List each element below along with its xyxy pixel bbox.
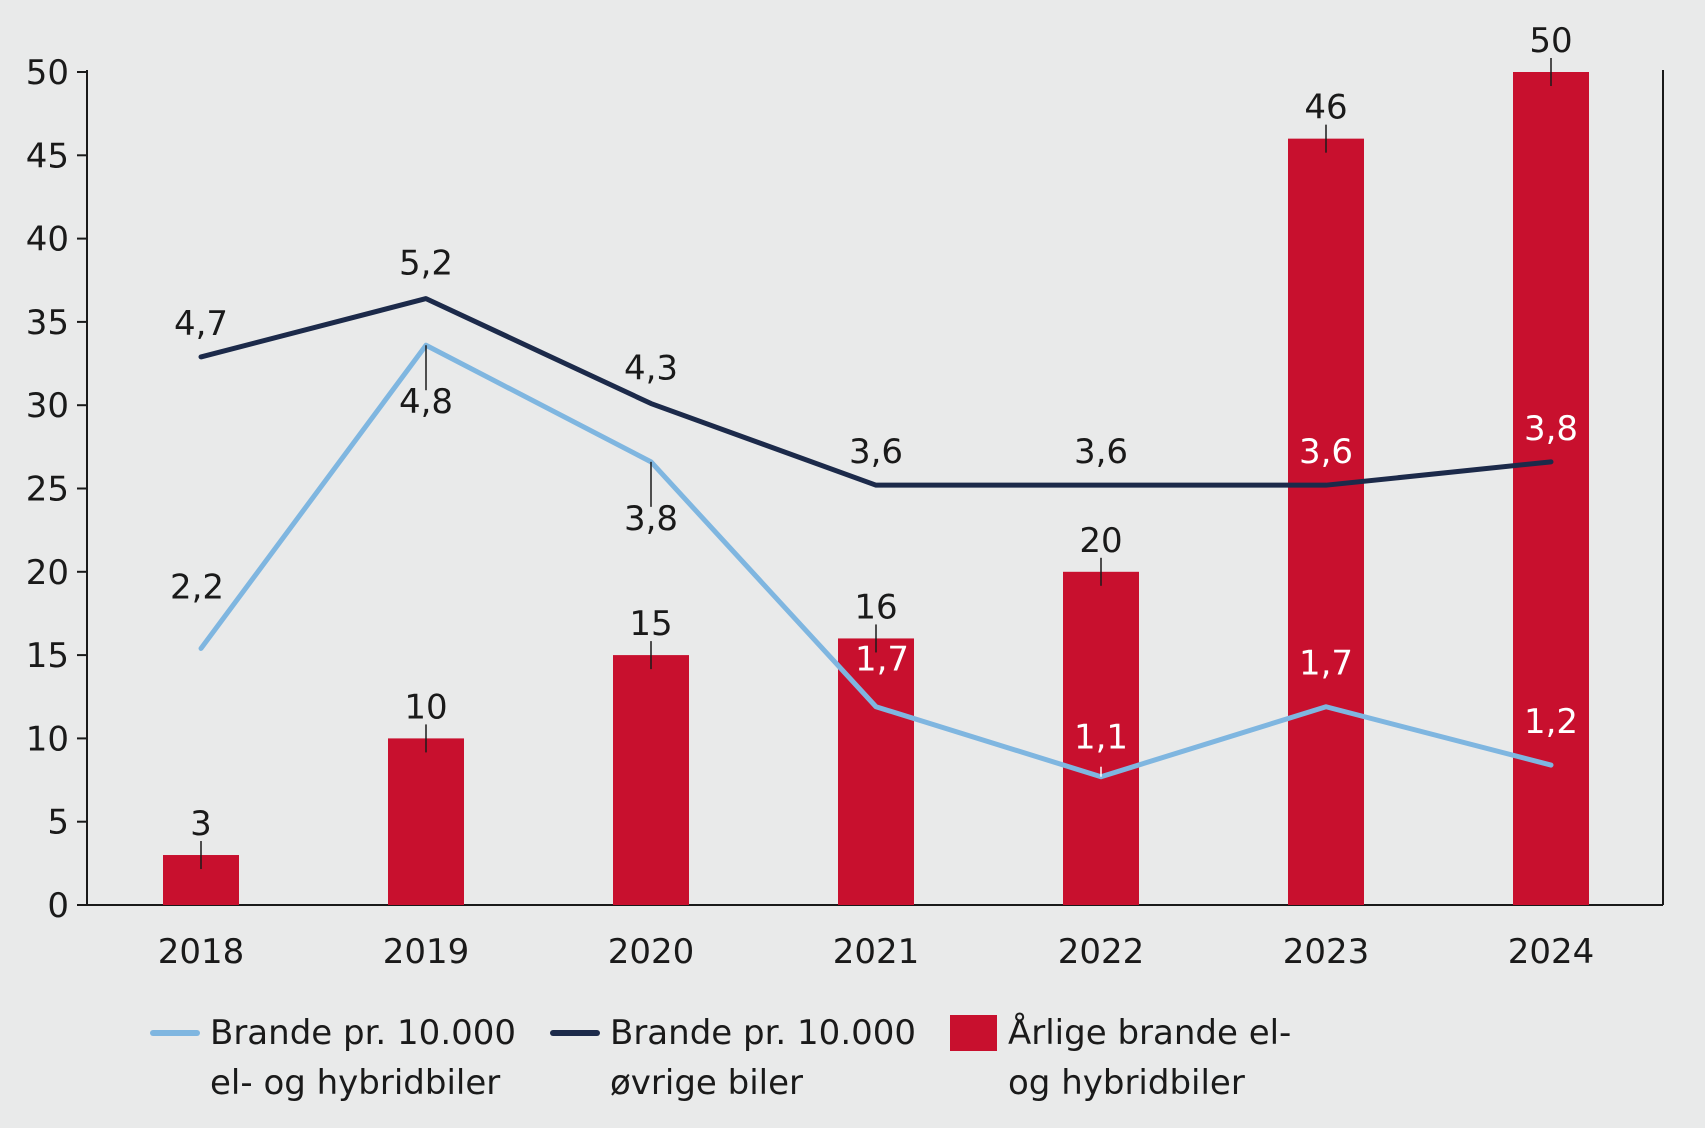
line-value-label-other: 3,8 <box>1524 409 1578 449</box>
legend-swatch-bars <box>950 1015 997 1051</box>
line-value-label-other: 4,3 <box>624 349 678 389</box>
x-tick-label: 2022 <box>1058 932 1145 972</box>
y-tick-label: 30 <box>26 386 69 426</box>
legend-item-light-line: Brande pr. 10.000 el- og hybridbiler <box>150 1008 550 1108</box>
line-value-label-el-hybrid: 1,2 <box>1524 702 1578 742</box>
y-tick-label: 10 <box>26 719 69 759</box>
line-value-label-other: 4,7 <box>174 304 228 344</box>
legend-item-dark-line: Brande pr. 10.000 øvrige biler <box>550 1008 950 1108</box>
bar-value-label: 50 <box>1529 21 1572 61</box>
line-value-label-el-hybrid: 2,2 <box>170 567 224 607</box>
line-value-label-el-hybrid: 1,7 <box>855 640 909 680</box>
line-series-other <box>198 296 1554 488</box>
bar <box>388 738 464 905</box>
x-tick-label: 2021 <box>833 932 920 972</box>
legend-label-bars: Årlige brande el- og hybridbiler <box>1008 1013 1292 1103</box>
bar-value-label: 20 <box>1079 521 1122 561</box>
line-value-label-other: 3,6 <box>849 432 903 472</box>
line-value-label-el-hybrid: 4,8 <box>399 382 453 422</box>
x-tick-label: 2018 <box>158 932 245 972</box>
line-value-label-other: 3,6 <box>1299 432 1353 472</box>
bar-value-label: 16 <box>854 587 897 627</box>
y-tick-label: 45 <box>26 136 69 176</box>
bar-value-label: 10 <box>404 687 447 727</box>
x-tick-label: 2023 <box>1283 932 1370 972</box>
bar-value-label: 46 <box>1304 88 1347 128</box>
y-tick-label: 40 <box>26 220 69 260</box>
x-tick-label: 2019 <box>383 932 470 972</box>
legend: Brande pr. 10.000 el- og hybridbiler Bra… <box>150 1008 1291 1108</box>
y-tick-label: 15 <box>26 636 69 676</box>
legend-label-light-line: Brande pr. 10.000 el- og hybridbiler <box>210 1013 517 1103</box>
legend-item-bars: Årlige brande el- og hybridbiler <box>950 1008 1291 1108</box>
bar <box>613 655 689 905</box>
legend-swatch-dark-line <box>550 1030 600 1036</box>
y-tick-label: 5 <box>47 803 69 843</box>
bar-value-label: 15 <box>629 604 672 644</box>
x-tick-label: 2020 <box>608 932 695 972</box>
x-tick-label: 2024 <box>1508 932 1595 972</box>
line-value-label-el-hybrid: 1,7 <box>1299 644 1353 684</box>
legend-label-dark-line: Brande pr. 10.000 øvrige biler <box>610 1013 917 1103</box>
bar <box>1288 138 1364 905</box>
bar-value-label: 3 <box>190 804 212 844</box>
y-tick-label: 20 <box>26 553 69 593</box>
legend-swatch-light-line <box>150 1030 200 1036</box>
y-tick-label: 50 <box>26 53 69 93</box>
line-value-label-other: 5,2 <box>399 244 453 284</box>
line-value-label-el-hybrid: 1,1 <box>1074 718 1128 758</box>
line-value-label-el-hybrid: 3,8 <box>624 499 678 539</box>
line-value-label-other: 3,6 <box>1074 432 1128 472</box>
bar <box>1513 72 1589 905</box>
y-tick-label: 25 <box>26 470 69 510</box>
y-tick-label: 35 <box>26 303 69 343</box>
y-tick-label: 0 <box>47 886 69 926</box>
bar <box>1063 571 1139 905</box>
